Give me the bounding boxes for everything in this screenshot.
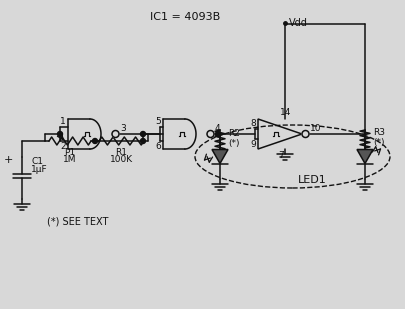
Text: 6: 6 [155, 142, 161, 151]
Polygon shape [212, 150, 228, 163]
Text: +: + [3, 155, 13, 165]
Circle shape [302, 130, 309, 138]
Text: C1: C1 [31, 156, 43, 166]
Text: (*): (*) [228, 138, 239, 147]
Text: 8: 8 [250, 119, 256, 128]
Circle shape [92, 138, 98, 143]
Text: R2: R2 [228, 129, 240, 138]
Circle shape [112, 130, 119, 138]
Text: 10: 10 [310, 124, 322, 133]
Text: 100K: 100K [110, 155, 133, 164]
Circle shape [141, 132, 145, 137]
Text: R1: R1 [115, 148, 128, 157]
Circle shape [141, 138, 145, 143]
Text: (*) SEE TEXT: (*) SEE TEXT [47, 217, 109, 227]
Text: IC1 = 4093B: IC1 = 4093B [150, 12, 220, 22]
Text: 1: 1 [60, 117, 66, 126]
Text: Vdd: Vdd [289, 18, 308, 28]
Text: 9: 9 [250, 140, 256, 149]
Circle shape [207, 130, 214, 138]
Text: 7: 7 [278, 151, 284, 160]
Text: (*): (*) [373, 138, 384, 146]
Text: LED1: LED1 [298, 175, 327, 185]
Circle shape [58, 132, 62, 137]
Text: 4: 4 [215, 124, 221, 133]
Text: 5: 5 [155, 117, 161, 126]
Polygon shape [357, 150, 373, 163]
Text: 1μF: 1μF [31, 164, 48, 173]
Text: R3: R3 [373, 128, 385, 137]
Circle shape [215, 132, 220, 137]
Text: P1: P1 [64, 148, 76, 157]
Text: 1M: 1M [63, 155, 77, 164]
Text: 14: 14 [280, 108, 291, 117]
Text: 2: 2 [60, 142, 66, 151]
Text: 3: 3 [120, 124, 126, 133]
